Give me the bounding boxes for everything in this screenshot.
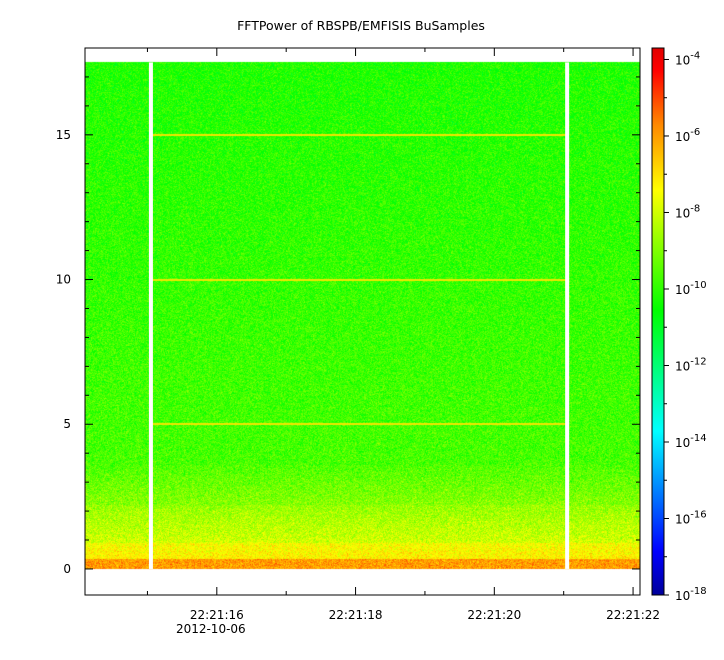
- colorbar-tick-label: 10-16: [675, 509, 707, 526]
- x-tick-label: 22:21:22: [606, 608, 660, 622]
- colorbar-tick-label: 10-4: [675, 50, 700, 67]
- x-tick-label: 22:21:20: [467, 608, 521, 622]
- data-gap-2: [565, 62, 570, 569]
- x-tick-sublabel: 2012-10-06: [176, 622, 246, 636]
- y-tick-label: 10: [56, 273, 71, 287]
- colorbar-axis: 10-18 10-16 10-14 10-12 10-10 10-8 10-6 10-4: [664, 50, 707, 603]
- chart-title: FFTPower of RBSPB/EMFISIS BuSamples: [237, 18, 485, 33]
- data-gaps: [148, 62, 570, 569]
- colorbar: [651, 47, 665, 596]
- y-tick-label: 15: [56, 128, 71, 142]
- colorbar-tick-label: 10-18: [675, 586, 707, 603]
- colorbar-tick-label: 10-8: [675, 203, 700, 220]
- data-gap-1: [148, 62, 153, 569]
- y-tick-label: 0: [63, 562, 71, 576]
- colorbar-tick-label: 10-10: [675, 280, 707, 297]
- y-tick-label: 5: [63, 417, 71, 431]
- spectrogram-image: [85, 48, 640, 595]
- y-axis: 0 5 10 15: [56, 76, 640, 576]
- colorbar-tick-label: 10-12: [675, 356, 707, 373]
- colorbar-tick-label: 10-6: [675, 127, 700, 144]
- x-tick-label: 22:21:16: [190, 608, 244, 622]
- colorbar-tick-label: 10-14: [675, 433, 707, 450]
- spectrogram-image-wrap: [85, 48, 640, 595]
- x-tick-label: 22:21:18: [329, 608, 383, 622]
- plot-frame: [84, 47, 641, 596]
